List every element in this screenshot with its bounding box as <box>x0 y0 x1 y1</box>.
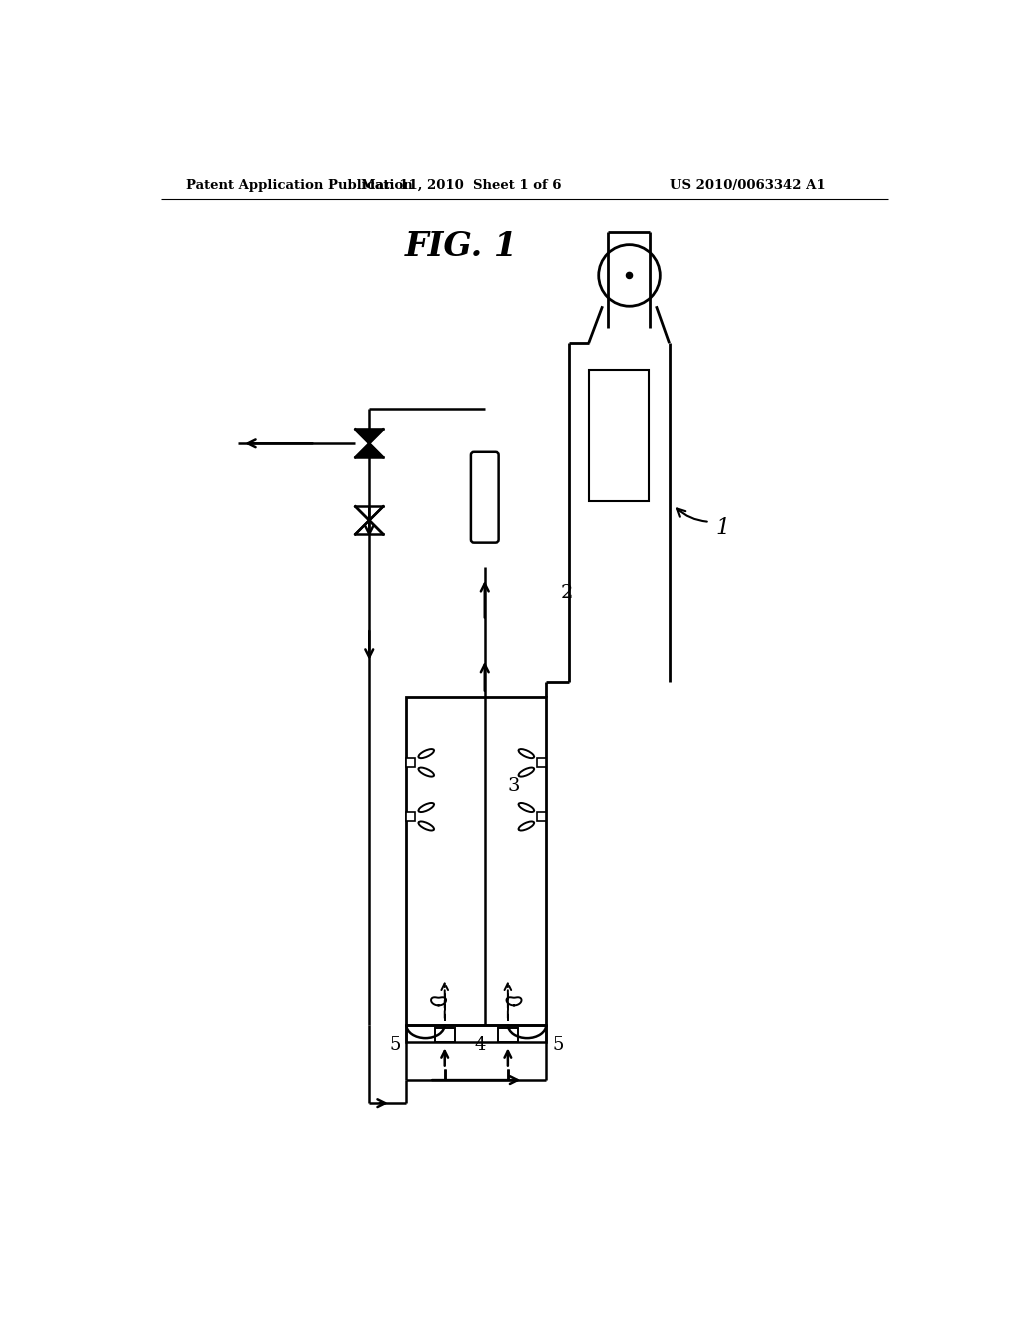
Text: FIG. 1: FIG. 1 <box>406 231 518 264</box>
Text: 5: 5 <box>389 1036 400 1055</box>
Bar <box>538 812 547 821</box>
Text: US 2010/0063342 A1: US 2010/0063342 A1 <box>670 178 825 191</box>
Bar <box>435 1028 455 1041</box>
Polygon shape <box>355 444 383 457</box>
Text: 4: 4 <box>475 1036 486 1055</box>
Text: Patent Application Publication: Patent Application Publication <box>186 178 413 191</box>
Bar <box>498 1028 518 1041</box>
Bar <box>407 812 416 821</box>
Text: 5: 5 <box>553 1036 564 1055</box>
Bar <box>538 758 547 767</box>
Text: 1: 1 <box>716 517 730 539</box>
Polygon shape <box>355 520 383 535</box>
Bar <box>407 1024 547 1041</box>
Circle shape <box>627 272 633 279</box>
Bar <box>407 697 547 1024</box>
FancyBboxPatch shape <box>471 451 499 543</box>
Bar <box>407 758 416 767</box>
Polygon shape <box>355 507 383 520</box>
Text: 2: 2 <box>560 585 572 602</box>
Bar <box>590 370 649 502</box>
Text: 3: 3 <box>508 777 520 795</box>
Polygon shape <box>355 429 383 444</box>
Text: Mar. 11, 2010  Sheet 1 of 6: Mar. 11, 2010 Sheet 1 of 6 <box>361 178 562 191</box>
